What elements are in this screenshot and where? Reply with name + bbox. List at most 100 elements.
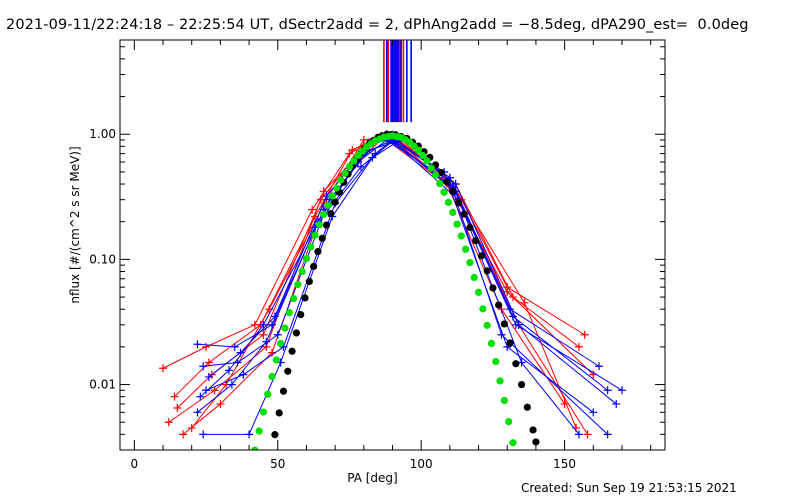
plus-marker-blue — [612, 399, 621, 408]
plus-marker-blue — [617, 386, 626, 395]
plus-marker-blue — [199, 362, 208, 371]
plus-marker-red — [210, 386, 219, 395]
green-fit-point — [505, 418, 513, 426]
series-line-blue — [199, 140, 623, 398]
green-fit-point — [277, 339, 285, 348]
green-fit-point — [440, 188, 448, 196]
plus-marker-blue — [245, 430, 254, 439]
green-fit-point — [509, 439, 517, 447]
black-fit-point — [275, 409, 283, 417]
green-fit-point — [332, 184, 341, 192]
green-fit-point — [487, 339, 496, 348]
green-fit-point — [315, 221, 323, 229]
series-line-blue — [197, 139, 608, 435]
plus-marker-blue — [230, 342, 239, 351]
green-fit-point — [320, 210, 328, 218]
series-line-red — [182, 133, 588, 435]
black-fit-point — [460, 210, 468, 218]
green-fit-point — [268, 372, 276, 381]
black-fit-point — [288, 347, 296, 355]
green-fit-point — [466, 259, 474, 267]
black-fit-point — [512, 360, 520, 368]
black-fit-point — [301, 294, 309, 302]
green-fit-point — [302, 255, 311, 263]
green-fit-point — [350, 157, 358, 165]
plus-marker-blue — [603, 430, 612, 439]
green-fit-point — [272, 356, 280, 364]
green-fit-point — [436, 180, 444, 188]
series-line-blue — [203, 140, 617, 405]
plot-area — [159, 40, 626, 457]
green-fit-point — [444, 198, 453, 206]
plus-marker-red — [202, 342, 211, 351]
created-timestamp: Created: Sun Sep 19 21:53:15 2021 — [521, 481, 737, 495]
y-axis-label: nflux [#/(cm^2 s sr MeV)] — [68, 146, 82, 303]
green-fit-point — [462, 245, 470, 253]
black-fit-point — [327, 209, 335, 218]
green-fit-point — [423, 157, 431, 165]
plus-marker-blue — [225, 366, 233, 375]
plus-marker-blue — [603, 386, 612, 395]
green-fit-point — [259, 408, 268, 416]
black-fit-point — [472, 237, 480, 245]
green-fit-point — [298, 267, 306, 276]
green-fit-point — [345, 162, 354, 171]
plus-marker-blue — [270, 312, 279, 321]
plus-marker-red — [308, 205, 317, 214]
plus-marker-red — [580, 330, 589, 339]
y-tick-label: 0.10 — [89, 252, 116, 266]
green-fit-point — [479, 305, 487, 313]
series-line-blue — [205, 139, 594, 413]
black-fit-point — [466, 223, 474, 232]
plus-marker-blue — [595, 362, 604, 371]
black-fit-point — [535, 450, 542, 457]
plus-marker-blue — [193, 340, 202, 349]
green-fit-point — [496, 377, 504, 385]
green-fit-point — [449, 208, 457, 217]
black-fit-point — [517, 380, 526, 389]
plus-marker-red — [574, 342, 583, 351]
black-fit-point — [314, 247, 322, 256]
x-tick-label: 0 — [131, 457, 139, 471]
green-fit-point — [311, 231, 319, 239]
plus-marker-blue — [356, 162, 365, 171]
plus-marker-red — [503, 287, 512, 296]
black-fit-point — [310, 262, 318, 271]
plus-marker-red — [216, 399, 225, 408]
green-fit-point — [419, 151, 427, 160]
y-tick-label: 0.01 — [89, 378, 116, 392]
green-fit-point — [341, 169, 349, 177]
plus-marker-blue — [193, 408, 202, 417]
green-fit-point — [470, 273, 478, 282]
green-fit-point — [492, 357, 500, 366]
series-line-red — [174, 135, 594, 398]
green-fit-point — [337, 176, 345, 184]
green-fit-point — [324, 201, 332, 209]
black-fit-point — [477, 252, 486, 260]
green-fit-point — [500, 396, 508, 405]
y-tick-label: 1.00 — [89, 127, 116, 141]
plus-marker-blue — [589, 408, 598, 417]
black-fit-point — [454, 199, 463, 207]
series-line-red — [177, 134, 580, 409]
plus-marker-red — [170, 392, 179, 401]
x-axis-label: PA [deg] — [347, 471, 397, 485]
green-fit-point — [255, 427, 263, 435]
black-fit-point — [523, 403, 531, 411]
black-fit-point — [322, 221, 331, 229]
black-fit-point — [483, 267, 491, 275]
black-fit-point — [271, 431, 279, 439]
series-line-red — [168, 136, 566, 423]
plus-marker-blue — [196, 392, 205, 401]
black-fit-point — [506, 339, 514, 347]
x-tick-label: 50 — [270, 457, 285, 471]
plus-marker-red — [173, 403, 182, 412]
plus-marker-red — [583, 430, 592, 439]
green-fit-point — [281, 324, 289, 332]
x-tick-label: 100 — [410, 457, 433, 471]
plus-marker-red — [319, 187, 328, 196]
plus-marker-red — [348, 145, 357, 154]
plus-marker-red — [164, 418, 173, 427]
plus-marker-blue — [574, 430, 583, 439]
